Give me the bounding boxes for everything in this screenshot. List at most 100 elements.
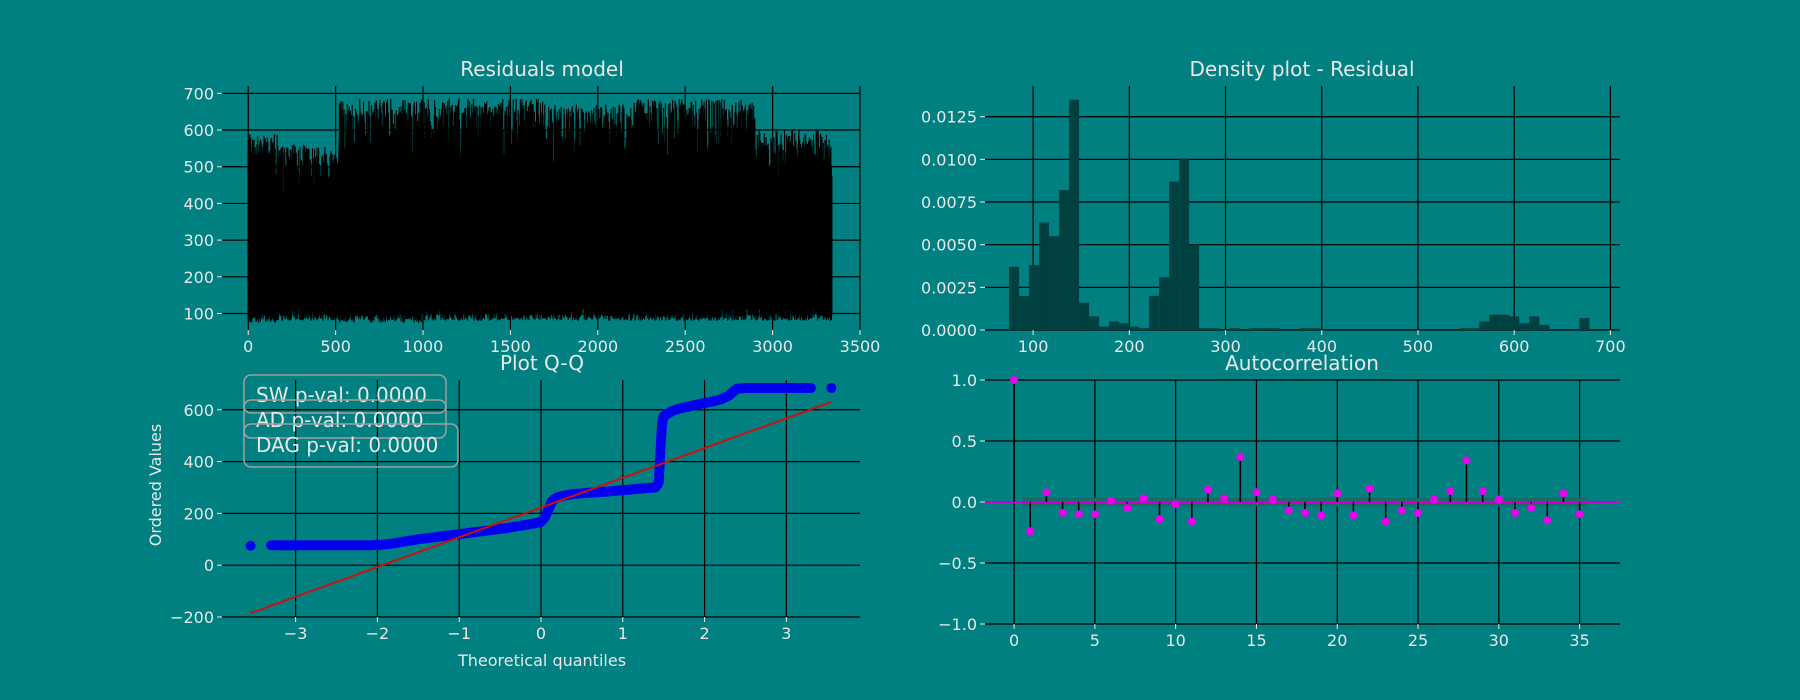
density-bar [1159, 277, 1170, 330]
density-bar [1069, 99, 1080, 330]
acf-marker [1494, 495, 1503, 504]
density-bar [1209, 328, 1220, 330]
acf-marker [1074, 510, 1083, 519]
density-bar [1059, 190, 1070, 330]
residuals-x-tick-label: 3000 [752, 337, 793, 356]
density-panel: 100 200 300 400 500 600 700 0.0000 0.0025 0.0050… [921, 57, 1626, 356]
residuals-x-ticks: 0 500 1000 1500 2000 2500 3000 3500 [243, 330, 880, 356]
density-y-tick-label: 0.0000 [921, 321, 977, 340]
residuals-x-tick-label: 1000 [403, 337, 444, 356]
density-bar [1089, 316, 1100, 330]
acf-marker [1300, 508, 1309, 517]
residuals-series [247, 98, 833, 323]
qq-stat-box-dag-frame [243, 423, 459, 468]
acf-x-tick-label: 35 [1569, 631, 1589, 650]
acf-marker [1575, 510, 1584, 519]
density-bar [1479, 321, 1490, 330]
density-bar [1459, 328, 1470, 330]
acf-marker [1058, 508, 1067, 517]
acf-x-tick-label: 15 [1246, 631, 1266, 650]
qq-y-tick-label: 400 [183, 453, 214, 472]
qq-y-tick-label: 600 [183, 401, 214, 420]
density-bar [1269, 328, 1280, 330]
acf-marker [1139, 494, 1148, 503]
density-bar [1539, 324, 1550, 330]
acf-marker [1090, 510, 1099, 519]
acf-marker [1349, 511, 1358, 520]
density-bar [1009, 266, 1020, 330]
density-bar [1169, 181, 1180, 330]
acf-marker [1203, 485, 1212, 494]
qq-x-tick-label: 0 [536, 624, 546, 643]
residuals-y-tick-label: 400 [183, 194, 214, 213]
density-bar [1099, 326, 1110, 330]
density-bar [1019, 295, 1030, 330]
density-bar [1249, 328, 1260, 330]
acf-marker [1010, 376, 1019, 384]
acf-x-tick-label: 0 [1009, 631, 1019, 650]
density-bar [1119, 323, 1130, 330]
residuals-x-tick-label: 0 [243, 337, 253, 356]
density-x-tick-label: 200 [1114, 337, 1145, 356]
qq-x-axis-label: Theoretical quantiles [457, 651, 626, 670]
acf-y-tick-label: 0.5 [952, 432, 977, 451]
acf-marker [1268, 495, 1277, 504]
acf-marker [1446, 487, 1455, 496]
qq-y-axis-label: Ordered Values [146, 424, 165, 546]
acf-x-tick-label: 20 [1327, 631, 1347, 650]
density-y-tick-label: 0.0050 [921, 236, 977, 255]
residuals-x-tick-label: 1500 [490, 337, 531, 356]
acf-x-tick-label: 25 [1408, 631, 1428, 650]
density-bar [1259, 328, 1270, 330]
residuals-x-tick-label: 3500 [840, 337, 881, 356]
qq-y-tick-label: −200 [170, 608, 214, 627]
acf-y-tick-label: −1.0 [938, 615, 977, 634]
residuals-x-tick-label: 2000 [577, 337, 618, 356]
density-bar [1489, 314, 1500, 330]
density-bar [1299, 328, 1310, 330]
acf-y-tick-label: −0.5 [938, 554, 977, 573]
acf-stems [985, 376, 1620, 536]
acf-marker [1220, 494, 1229, 503]
density-bar [1109, 321, 1120, 330]
acf-marker [1397, 506, 1406, 515]
qq-x-tick-label: 3 [781, 624, 791, 643]
acf-marker [1042, 488, 1051, 497]
acf-marker [1123, 504, 1132, 513]
residuals-y-ticks: 100 200 300 400 500 600 700 [183, 84, 222, 323]
acf-marker [1543, 516, 1552, 525]
acf-marker [1478, 487, 1487, 496]
density-title: Density plot - Residual [1189, 57, 1414, 81]
qq-grid [222, 380, 860, 618]
acf-marker [1026, 527, 1035, 536]
density-x-tick-label: 100 [1018, 337, 1049, 356]
density-bar [1309, 328, 1320, 330]
residuals-y-tick-label: 600 [183, 121, 214, 140]
acf-x-tick-label: 10 [1165, 631, 1185, 650]
qq-stat-box-ad: AD p-val: 0.0000 [243, 399, 447, 439]
density-x-tick-label: 600 [1499, 337, 1530, 356]
acf-x-tick-label: 5 [1090, 631, 1100, 650]
qq-stat-box-sw-frame [243, 374, 447, 414]
density-x-tick-label: 400 [1306, 337, 1337, 356]
density-bar [1529, 316, 1540, 330]
qq-point [826, 383, 837, 394]
qq-x-tick-label: 1 [618, 624, 628, 643]
density-y-tick-label: 0.0100 [921, 150, 977, 169]
qq-x-tick-label: 2 [699, 624, 709, 643]
qq-point [805, 383, 816, 394]
qq-title: Plot Q-Q [500, 351, 584, 375]
residuals-panel: 0 500 1000 1500 2000 2500 3000 3500 100 200 300 40… [183, 57, 880, 356]
acf-marker [1187, 517, 1196, 526]
qq-stat-box-dag: DAG p-val: 0.0000 [243, 423, 459, 468]
density-x-tick-label: 700 [1595, 337, 1626, 356]
qq-points [245, 383, 837, 615]
acf-marker [1333, 489, 1342, 498]
acf-y-tick-label: 0.0 [952, 493, 977, 512]
acf-marker [1284, 506, 1293, 515]
acf-marker [1171, 500, 1180, 509]
density-bar [1029, 265, 1040, 330]
acf-title: Autocorrelation [1225, 351, 1379, 375]
qq-stat-sw: SW p-val: 0.0000 [256, 383, 427, 407]
